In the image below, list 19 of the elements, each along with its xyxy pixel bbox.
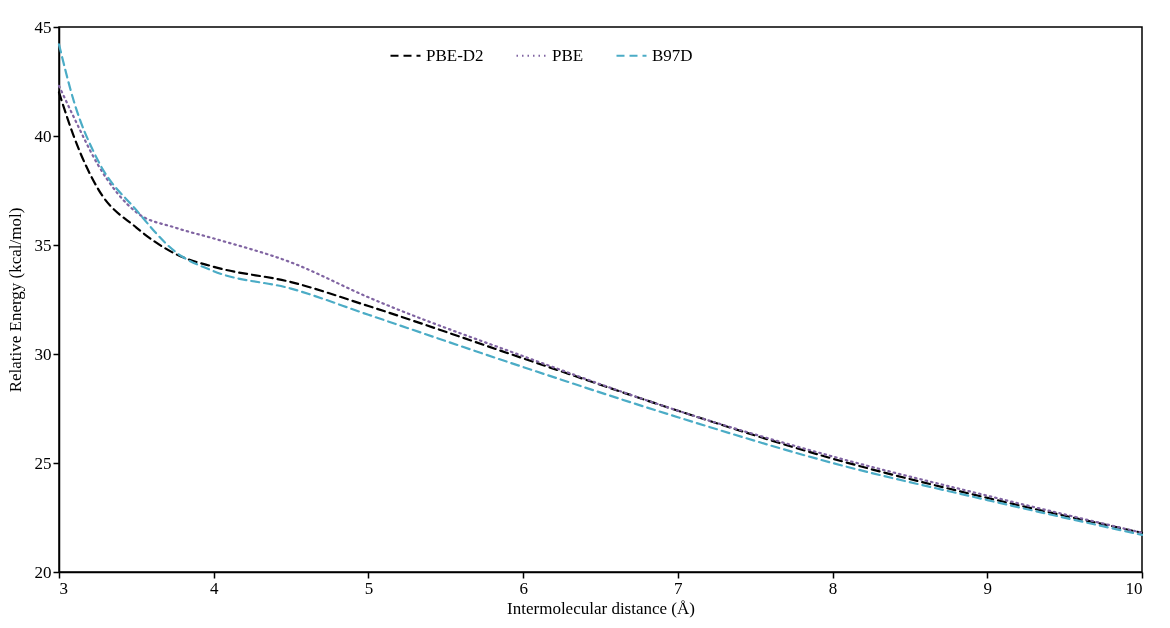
y-tick-label: 30: [34, 344, 52, 364]
y-tick-label: 25: [34, 453, 52, 473]
y-tick-label: 45: [34, 17, 52, 37]
y-tick-label: 40: [34, 126, 52, 146]
x-tick-label: 6: [519, 578, 528, 598]
legend-label: PBE: [552, 45, 584, 65]
x-tick-label: 4: [209, 578, 219, 598]
x-tick-label: 8: [828, 578, 838, 598]
x-tick-label: 7: [674, 578, 684, 598]
y-axis-title: Relative Energy (kcal/mol): [5, 207, 25, 393]
legend-label: B97D: [652, 45, 693, 65]
x-tick-label: 3: [59, 578, 68, 598]
x-tick-label: 10: [1125, 578, 1143, 598]
y-tick-label: 35: [34, 235, 52, 255]
x-tick-label: 5: [364, 578, 374, 598]
x-tick-label: 9: [983, 578, 993, 598]
y-tick-label: 20: [34, 562, 52, 582]
legend-label: PBE-D2: [426, 45, 484, 65]
x-axis-title: Intermolecular distance (Å): [507, 598, 695, 618]
